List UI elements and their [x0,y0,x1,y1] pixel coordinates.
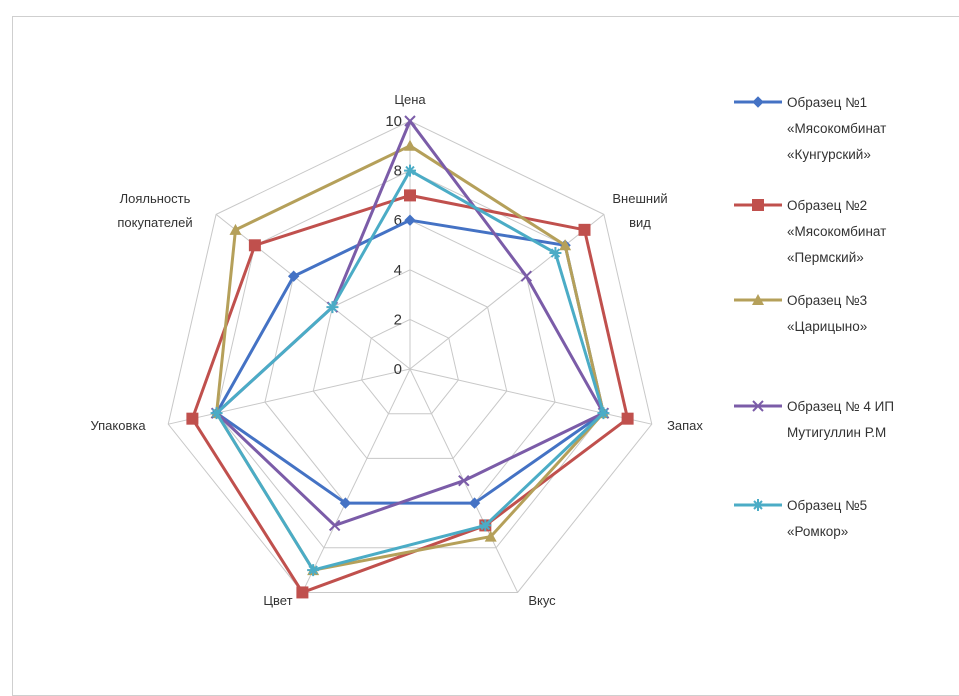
legend-item-2: Образец №2 «Мясокомбинат «Пермский» [734,198,886,265]
series-marker [752,400,764,412]
series-layer [186,115,634,599]
chart-frame [12,16,959,696]
grid-ring [361,318,459,415]
tick-label: 8 [394,163,402,180]
axis-label: Упаковка [90,418,146,433]
tick-label: 10 [385,113,402,130]
legend-item-3: Образец №3 «Царицыно» [734,293,867,334]
grid-spoke [168,368,411,425]
series-line [215,169,605,572]
series-marker [559,239,572,251]
legend: Образец №1 «Мясокомбинат «Кунгурский» Образ… [734,95,894,539]
axis-label: Цвет [263,593,292,608]
legend-label: Образец №5 «Ромкор» [787,498,867,539]
grid-spoke [409,213,605,370]
series-marker [752,96,764,108]
series-line [215,144,605,572]
series-marker [752,499,764,511]
tick-label: 4 [394,262,402,279]
series-marker [229,223,242,235]
series-marker [404,164,416,177]
series-marker [468,497,481,509]
grid-spoke [301,368,411,593]
series-marker [248,239,261,252]
grid-ring [167,120,653,593]
axis-label: Лояльность покупателей [117,191,192,230]
radar-chart: 0 2 4 6 8 10 Цена Внешний вид Запах Вкус Цвет Упако… [90,92,894,608]
legend-item-5: Образец №5 «Ромкор» [734,498,867,539]
series-marker [287,270,300,282]
tick-label: 2 [394,311,402,328]
series-marker [404,139,416,151]
series-marker [549,247,562,260]
series-marker [404,189,416,202]
legend-label: Образец №3 «Царицыно» [787,293,867,334]
axis-labels: Цена Внешний вид Запах Вкус Цвет Упаковка Лояль… [90,92,703,608]
series-marker [752,199,764,211]
series-marker [484,530,497,542]
axis-label: Цена [394,92,426,107]
series-marker [339,497,352,509]
tick-label: 0 [394,361,402,378]
legend-label: Образец №1 «Мясокомбинат «Кунгурский» [787,95,886,162]
series-marker [597,407,610,420]
axis-label: Вкус [528,593,556,608]
legend-label: Образец № 4 ИП Мутигуллин Р.М [787,399,894,440]
legend-item-4: Образец № 4 ИП Мутигуллин Р.М [734,399,894,440]
series-marker [578,223,591,236]
series-marker [404,214,416,226]
series-marker [479,519,492,532]
axis-label: Запах [667,418,703,433]
series-2 [186,189,634,599]
series-marker [458,475,470,487]
grid-spoke [409,368,652,425]
series-marker [296,586,309,599]
series-marker [404,115,416,127]
tick-label: 6 [394,212,402,229]
radial-tick-labels: 0 2 4 6 8 10 [385,113,402,378]
legend-item-1: Образец №1 «Мясокомбинат «Кунгурский» [734,95,886,162]
grid-spoke [215,213,411,370]
series-marker [326,301,339,314]
series-marker [752,294,764,305]
series-marker [520,270,533,282]
series-marker [328,519,341,532]
grid-ring [312,269,508,459]
series-marker [621,412,634,425]
series-line [190,193,630,594]
series-5 [210,164,610,577]
series-marker [210,407,223,420]
series-marker [186,412,199,425]
series-marker [307,564,320,577]
axis-label: Внешний вид [612,191,667,230]
legend-label: Образец №2 «Мясокомбинат «Пермский» [787,198,886,265]
